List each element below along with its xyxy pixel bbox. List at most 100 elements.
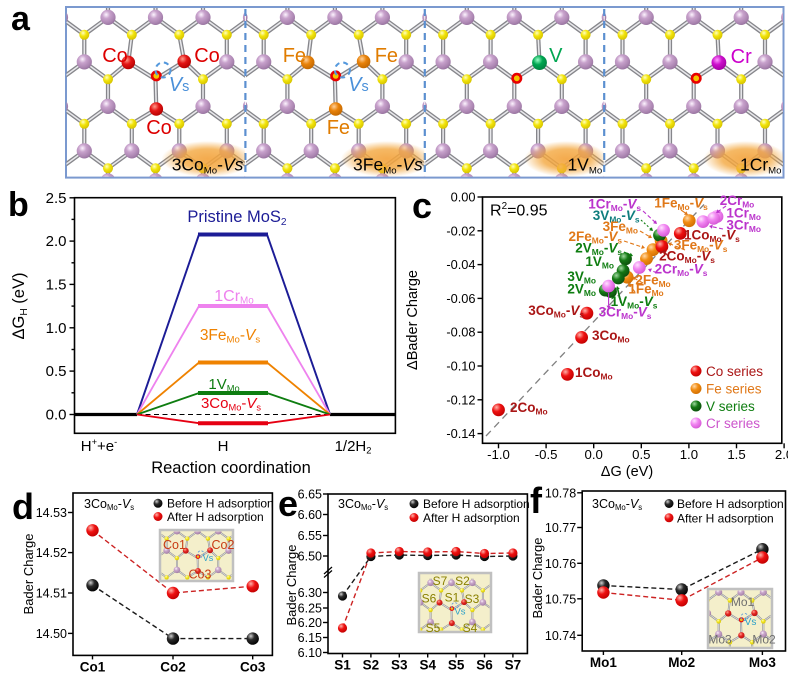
svg-text:6.65: 6.65 — [298, 488, 322, 502]
svg-text:6.20: 6.20 — [298, 616, 322, 630]
svg-text:1VMo: 1VMo — [208, 376, 239, 394]
svg-text:6.50: 6.50 — [298, 550, 322, 564]
svg-text:Cr series: Cr series — [706, 416, 760, 431]
svg-text:2CrMo: 2CrMo — [720, 193, 755, 209]
svg-text:0.0: 0.0 — [46, 407, 67, 424]
svg-text:6.10: 6.10 — [298, 646, 322, 660]
svg-text:-0.08: -0.08 — [446, 325, 475, 340]
svg-text:2VMo: 2VMo — [567, 282, 596, 298]
svg-text:After H adsorption: After H adsorption — [677, 512, 774, 526]
svg-text:S5: S5 — [426, 621, 441, 635]
svg-text:Mo1: Mo1 — [590, 655, 617, 670]
svg-text:e: e — [278, 483, 298, 524]
svg-text:3CoMo-Vs: 3CoMo-Vs — [172, 155, 244, 177]
svg-text:Fe series: Fe series — [706, 382, 762, 397]
svg-text:Fe: Fe — [375, 45, 398, 67]
svg-text:1CoMo: 1CoMo — [575, 365, 613, 381]
svg-text:1/2H2: 1/2H2 — [335, 438, 372, 456]
svg-text:Co2: Co2 — [160, 659, 186, 674]
svg-text:Co2: Co2 — [212, 538, 235, 552]
svg-text:S7: S7 — [505, 658, 522, 673]
svg-text:2FeMo-Vs: 2FeMo-Vs — [568, 229, 622, 245]
svg-text:Bader Charge: Bader Charge — [284, 545, 299, 626]
svg-text:10.74: 10.74 — [545, 629, 576, 643]
svg-text:Co: Co — [146, 117, 172, 139]
svg-text:2FeMo: 2FeMo — [635, 273, 670, 289]
svg-text:Mo1: Mo1 — [731, 595, 755, 609]
svg-text:Pristine MoS2: Pristine MoS2 — [187, 208, 287, 228]
svg-text:1CoMo-Vs: 1CoMo-Vs — [684, 228, 740, 244]
svg-text:3FeMo-Vs: 3FeMo-Vs — [200, 327, 261, 346]
svg-text:3CoMo-Vs: 3CoMo-Vs — [338, 497, 388, 512]
svg-text:S2: S2 — [363, 658, 380, 673]
svg-text:1CrMo: 1CrMo — [726, 206, 761, 222]
svg-text:-1.0: -1.0 — [487, 447, 510, 462]
svg-text:S5: S5 — [448, 658, 465, 673]
svg-text:0.00: 0.00 — [451, 190, 476, 205]
svg-text:Vs: Vs — [203, 553, 214, 563]
svg-text:1CrMo: 1CrMo — [740, 155, 782, 177]
svg-text:S6: S6 — [476, 658, 493, 673]
svg-text:R2=0.95: R2=0.95 — [490, 201, 548, 219]
svg-text:Bader Charge: Bader Charge — [530, 538, 545, 619]
svg-text:3VMo: 3VMo — [567, 269, 596, 285]
svg-text:10.78: 10.78 — [545, 486, 576, 500]
svg-text:S6: S6 — [422, 592, 437, 606]
svg-text:ΔGH (eV): ΔGH (eV) — [10, 273, 30, 340]
svg-text:Mo3: Mo3 — [708, 633, 732, 647]
svg-text:f: f — [530, 480, 543, 521]
svg-text:10.76: 10.76 — [545, 557, 576, 571]
svg-text:After H adsorption: After H adsorption — [167, 510, 264, 524]
svg-text:10.77: 10.77 — [545, 521, 576, 535]
svg-text:Vs: Vs — [745, 617, 757, 628]
svg-text:-0.5: -0.5 — [535, 447, 558, 462]
svg-text:V series: V series — [706, 399, 755, 414]
svg-text:3CoMo-Vs: 3CoMo-Vs — [201, 395, 261, 413]
svg-text:3CoMo-Vs: 3CoMo-Vs — [592, 497, 642, 512]
svg-text:H++e-: H++e- — [81, 437, 118, 455]
svg-text:3CoMo: 3CoMo — [592, 328, 630, 344]
svg-text:a: a — [11, 0, 31, 38]
svg-text:1.0: 1.0 — [680, 447, 698, 462]
svg-text:14.50: 14.50 — [36, 627, 67, 641]
svg-text:1CrMo-Vs: 1CrMo-Vs — [588, 197, 641, 213]
svg-text:1CrMo: 1CrMo — [214, 288, 254, 307]
svg-text:S3: S3 — [465, 592, 480, 606]
svg-text:Cr: Cr — [731, 46, 752, 68]
svg-text:1VMo: 1VMo — [585, 254, 614, 270]
svg-text:V: V — [549, 45, 563, 67]
svg-text:Before H adsorption: Before H adsorption — [423, 497, 530, 511]
svg-text:S1: S1 — [445, 591, 460, 605]
svg-text:2.0: 2.0 — [775, 447, 788, 462]
svg-text:14.52: 14.52 — [36, 546, 67, 560]
svg-text:Before H adsorption: Before H adsorption — [167, 497, 274, 511]
svg-text:14.53: 14.53 — [36, 506, 67, 520]
svg-text:Vs: Vs — [348, 74, 369, 96]
svg-text:Co1: Co1 — [80, 659, 106, 674]
svg-text:Bader Charge: Bader Charge — [21, 534, 36, 615]
svg-text:-0.06: -0.06 — [446, 291, 475, 306]
svg-text:1.5: 1.5 — [727, 447, 745, 462]
svg-text:3CoMo-Vs: 3CoMo-Vs — [84, 497, 134, 512]
svg-text:-0.10: -0.10 — [446, 359, 475, 374]
svg-text:ΔG (eV): ΔG (eV) — [601, 464, 653, 480]
svg-text:-0.14: -0.14 — [446, 426, 475, 441]
svg-text:1.0: 1.0 — [46, 320, 67, 337]
svg-text:d: d — [12, 486, 34, 527]
svg-text:Reaction coordination: Reaction coordination — [151, 459, 311, 477]
svg-text:2.5: 2.5 — [46, 190, 67, 207]
svg-text:0.0: 0.0 — [585, 447, 603, 462]
svg-text:Fe: Fe — [327, 117, 350, 139]
svg-text:3CoMo-Vs: 3CoMo-Vs — [528, 303, 584, 319]
svg-text:2.0: 2.0 — [46, 233, 67, 250]
svg-text:6.60: 6.60 — [298, 508, 322, 522]
svg-text:Vs: Vs — [169, 74, 190, 96]
svg-text:1VMo-Vs: 1VMo-Vs — [611, 294, 658, 310]
svg-text:3FeMo-Vs: 3FeMo-Vs — [674, 238, 728, 254]
svg-text:Mo3: Mo3 — [749, 655, 776, 670]
svg-text:After H adsorption: After H adsorption — [423, 511, 520, 525]
svg-text:Co1: Co1 — [163, 538, 186, 552]
svg-text:3VMo-Vs: 3VMo-Vs — [593, 208, 640, 224]
svg-text:1FeMo-Vs: 1FeMo-Vs — [654, 196, 708, 212]
svg-text:6.25: 6.25 — [298, 602, 322, 616]
